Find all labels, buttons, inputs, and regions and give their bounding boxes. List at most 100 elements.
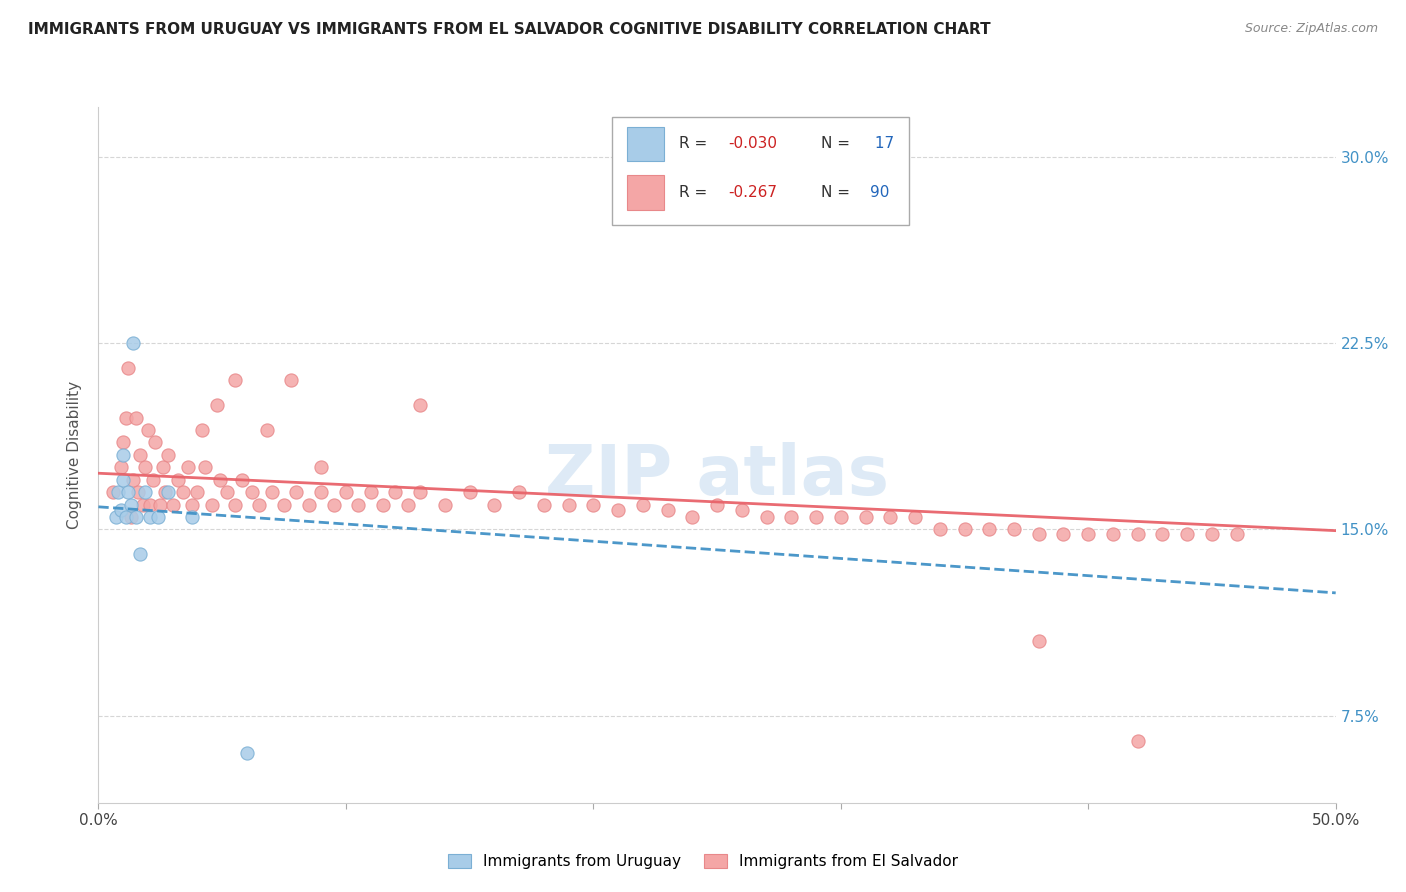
Point: [322, 498, 344, 512]
Point: [120, 498, 142, 512]
Point: [247, 498, 270, 512]
Point: [1052, 527, 1074, 541]
Point: [396, 498, 419, 512]
Text: IMMIGRANTS FROM URUGUAY VS IMMIGRANTS FROM EL SALVADOR COGNITIVE DISABILITY CORR: IMMIGRANTS FROM URUGUAY VS IMMIGRANTS FR…: [28, 22, 991, 37]
Point: [104, 510, 127, 524]
Point: [347, 498, 370, 512]
Point: [152, 460, 174, 475]
Point: [139, 498, 162, 512]
Point: [1102, 527, 1125, 541]
Point: [879, 510, 901, 524]
Text: Source: ZipAtlas.com: Source: ZipAtlas.com: [1244, 22, 1378, 36]
Point: [657, 502, 679, 516]
Point: [114, 410, 136, 425]
Point: [194, 460, 217, 475]
Point: [780, 510, 803, 524]
Point: [309, 460, 332, 475]
Point: [127, 485, 149, 500]
Point: [979, 523, 1001, 537]
Point: [191, 423, 214, 437]
Point: [731, 502, 754, 516]
Text: R =: R =: [679, 136, 711, 152]
Point: [231, 473, 253, 487]
Point: [335, 485, 357, 500]
Text: N =: N =: [821, 186, 855, 200]
Point: [156, 485, 179, 500]
Point: [132, 498, 155, 512]
Point: [224, 373, 246, 387]
Point: [112, 473, 135, 487]
Point: [224, 498, 246, 512]
Point: [607, 502, 630, 516]
Point: [124, 510, 146, 524]
Point: [112, 448, 135, 462]
Point: [1201, 527, 1223, 541]
Point: [107, 485, 129, 500]
Text: 90: 90: [870, 186, 890, 200]
Point: [186, 485, 208, 500]
Point: [112, 435, 135, 450]
Point: [1126, 527, 1149, 541]
Point: [166, 473, 188, 487]
Text: N =: N =: [821, 136, 855, 152]
Point: [117, 361, 139, 376]
Point: [1028, 634, 1050, 648]
Point: [122, 473, 145, 487]
Point: [176, 460, 198, 475]
Text: -0.267: -0.267: [728, 186, 778, 200]
Point: [631, 498, 654, 512]
Point: [149, 498, 172, 512]
Point: [260, 485, 283, 500]
Point: [155, 485, 177, 500]
Point: [114, 510, 136, 524]
Point: [508, 485, 530, 500]
Point: [1226, 527, 1249, 541]
Point: [142, 473, 165, 487]
Point: [122, 336, 145, 351]
Point: [120, 510, 142, 524]
Point: [162, 498, 184, 512]
Text: R =: R =: [679, 186, 711, 200]
Text: ZIP atlas: ZIP atlas: [546, 442, 889, 509]
Point: [139, 510, 162, 524]
Point: [240, 485, 263, 500]
Point: [681, 510, 703, 524]
Point: [830, 510, 852, 524]
Point: [360, 485, 382, 500]
Point: [285, 485, 308, 500]
Point: [236, 746, 259, 760]
Point: [117, 485, 139, 500]
Point: [409, 398, 432, 412]
Y-axis label: Cognitive Disability: Cognitive Disability: [67, 381, 83, 529]
Point: [371, 498, 394, 512]
Point: [103, 485, 125, 500]
Point: [1126, 733, 1149, 747]
Point: [205, 398, 228, 412]
Point: [309, 485, 332, 500]
Point: [855, 510, 877, 524]
Point: [143, 435, 166, 450]
Point: [1077, 527, 1099, 541]
Point: [384, 485, 406, 500]
Point: [1175, 527, 1198, 541]
Point: [904, 510, 927, 524]
Point: [280, 373, 302, 387]
Point: [181, 498, 204, 512]
Point: [706, 498, 728, 512]
Point: [217, 485, 239, 500]
Point: [136, 423, 159, 437]
Point: [129, 547, 152, 561]
Point: [755, 510, 778, 524]
Point: [201, 498, 224, 512]
Point: [134, 485, 156, 500]
Point: [110, 502, 132, 516]
Point: [124, 410, 146, 425]
Point: [129, 448, 152, 462]
Point: [146, 510, 169, 524]
Point: [557, 498, 579, 512]
Point: [928, 523, 950, 537]
FancyBboxPatch shape: [612, 118, 908, 226]
Point: [273, 498, 295, 512]
Point: [458, 485, 481, 500]
Point: [110, 460, 132, 475]
